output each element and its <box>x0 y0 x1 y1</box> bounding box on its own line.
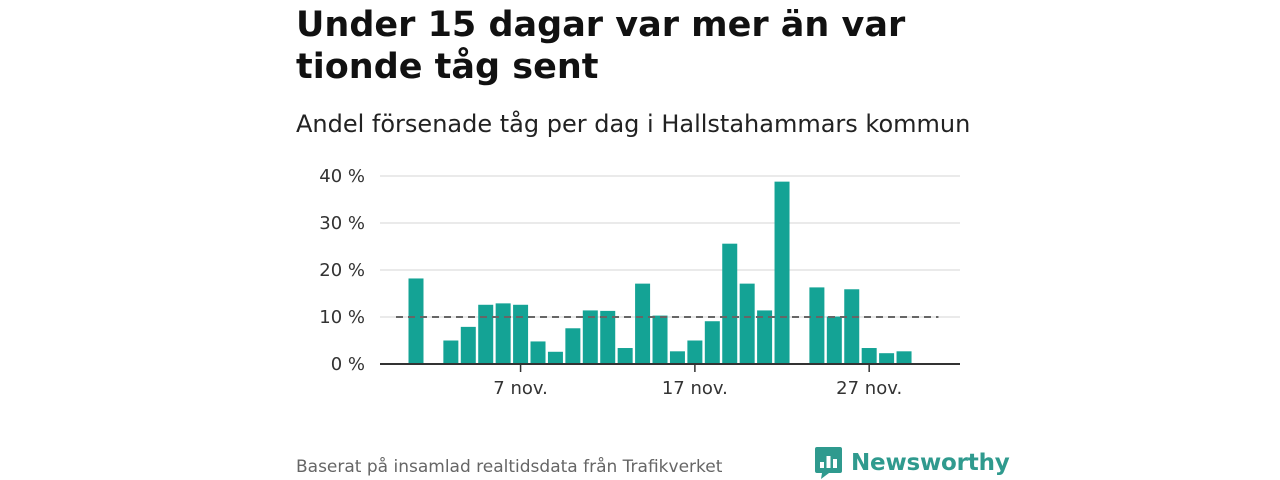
bar <box>495 303 511 364</box>
y-tick-label: 30 % <box>319 213 365 234</box>
x-axis-ticks: 7 nov. 17 nov. 27 nov. <box>493 364 902 399</box>
bar <box>582 310 598 364</box>
newsworthy-logo-icon <box>815 447 842 479</box>
newsworthy-logo[interactable]: Newsworthy <box>815 447 1010 479</box>
x-tick-label: 17 nov. <box>662 378 728 399</box>
bar <box>826 316 842 364</box>
chart-title: Under 15 dagar var mer än var tionde tåg… <box>296 5 906 87</box>
bar <box>478 304 494 364</box>
bar <box>513 304 529 364</box>
bar <box>704 321 720 364</box>
y-axis-ticks: 0 % 10 % 20 % 30 % 40 % <box>319 166 365 375</box>
bar <box>844 289 860 364</box>
y-tick-label: 40 % <box>319 166 365 187</box>
bar <box>879 353 895 364</box>
bar <box>809 287 825 364</box>
bar <box>617 348 633 364</box>
bar <box>896 351 912 364</box>
bar <box>443 340 459 364</box>
x-tick-label: 27 nov. <box>836 378 902 399</box>
bar <box>565 328 581 364</box>
bar <box>774 181 790 364</box>
bar <box>408 278 424 364</box>
bar-chart: 0 % 10 % 20 % 30 % 40 % 7 nov. 17 nov. 27 nov. <box>319 166 960 399</box>
chart-subtitle: Andel försenade tåg per dag i Hallstaham… <box>296 110 971 138</box>
bar <box>687 340 703 364</box>
bars <box>408 181 912 364</box>
bar <box>547 351 563 364</box>
y-tick-label: 10 % <box>319 307 365 328</box>
bar <box>757 310 773 364</box>
x-tick-label: 7 nov. <box>493 378 548 399</box>
newsworthy-logo-text: Newsworthy <box>851 450 1010 476</box>
bar <box>669 351 685 364</box>
source-note: Baserat på insamlad realtidsdata från Tr… <box>296 457 723 477</box>
bar <box>600 310 616 364</box>
y-tick-label: 0 % <box>331 354 365 375</box>
y-tick-label: 20 % <box>319 260 365 281</box>
gridlines <box>380 175 960 318</box>
bar <box>460 326 476 364</box>
bar <box>530 341 546 364</box>
bar <box>652 315 668 364</box>
bar <box>635 283 651 364</box>
bar <box>861 348 877 364</box>
bar <box>739 283 755 364</box>
bar <box>722 243 738 364</box>
